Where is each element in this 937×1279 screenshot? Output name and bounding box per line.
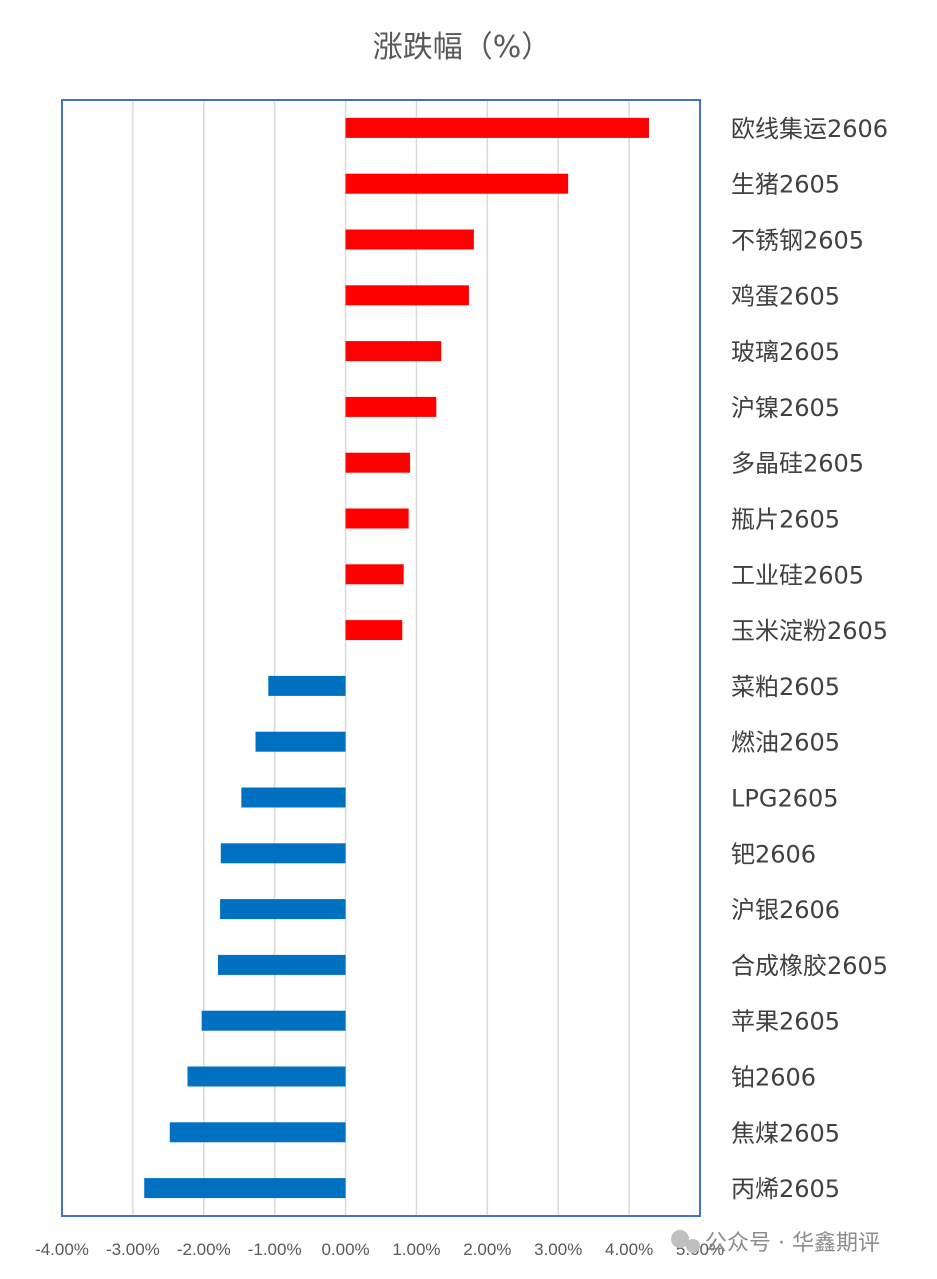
category-label: 工业硅2605	[731, 561, 864, 589]
watermark-text: 公众号 · 华鑫期评	[705, 1231, 880, 1256]
bar	[144, 1178, 346, 1199]
category-label: 多晶硅2605	[731, 450, 864, 478]
category-label: 钯2606	[731, 840, 816, 868]
bar	[187, 1066, 346, 1087]
wechat-icon	[671, 1230, 700, 1253]
x-tick-label: 3.00%	[534, 1240, 582, 1259]
bar	[345, 341, 442, 362]
category-label: 苹果2605	[731, 1008, 840, 1036]
bar	[345, 285, 469, 306]
x-tick-labels: -4.00% -3.00% -2.00% -1.00% 0.00% 1.00% 2.00% 3…	[35, 1240, 724, 1259]
bar	[220, 843, 346, 864]
plot-frame	[61, 99, 701, 1217]
category-label: LPG2605	[731, 785, 839, 813]
gridlines	[132, 100, 630, 1216]
category-label: 铂2606	[731, 1064, 816, 1092]
bar	[220, 899, 346, 920]
bar	[241, 787, 346, 808]
category-label: 玉米淀粉2605	[731, 617, 888, 645]
bar	[201, 1010, 346, 1031]
bar	[345, 508, 409, 529]
x-tick-label: 2.00%	[463, 1240, 511, 1259]
x-tick-label: -4.00%	[35, 1240, 89, 1259]
bar	[345, 117, 649, 138]
bar	[345, 564, 404, 585]
category-label: 欧线集运2606	[731, 115, 888, 143]
x-tick-label: 1.00%	[392, 1240, 440, 1259]
watermark: 公众号 · 华鑫期评	[671, 1230, 880, 1256]
category-label: 瓶片2605	[731, 506, 840, 534]
x-tick-label: 4.00%	[605, 1240, 653, 1259]
bars	[144, 117, 649, 1199]
category-label: 沪银2606	[731, 896, 840, 924]
bar	[345, 229, 474, 250]
category-label: 燃油2605	[731, 729, 840, 757]
category-label: 丙烯2605	[731, 1175, 840, 1203]
category-label: 合成橡胶2605	[731, 952, 888, 980]
bar	[217, 954, 346, 975]
chart-title: 涨跌幅（%）	[373, 30, 552, 65]
bar	[169, 1122, 346, 1143]
bar	[268, 675, 346, 696]
bar	[345, 452, 411, 473]
bar	[345, 620, 403, 641]
category-label: 生猪2605	[731, 171, 840, 199]
category-label: 焦煤2605	[731, 1119, 840, 1147]
category-labels: 欧线集运2606 生猪2605 不锈钢2605 鸡蛋2605 玻璃2605 沪镍2605 多…	[731, 115, 888, 1203]
category-label: 玻璃2605	[731, 338, 840, 366]
category-label: 鸡蛋2605	[731, 282, 840, 310]
bar	[345, 396, 437, 417]
bar	[345, 173, 569, 194]
x-tick-label: -1.00%	[248, 1240, 302, 1259]
category-label: 菜粕2605	[731, 673, 840, 701]
x-tick-label: 0.00%	[321, 1240, 369, 1259]
category-label: 沪镍2605	[731, 394, 840, 422]
x-tick-label: -3.00%	[106, 1240, 160, 1259]
category-label: 不锈钢2605	[731, 227, 864, 255]
x-tick-label: -2.00%	[177, 1240, 231, 1259]
bar	[255, 731, 346, 752]
